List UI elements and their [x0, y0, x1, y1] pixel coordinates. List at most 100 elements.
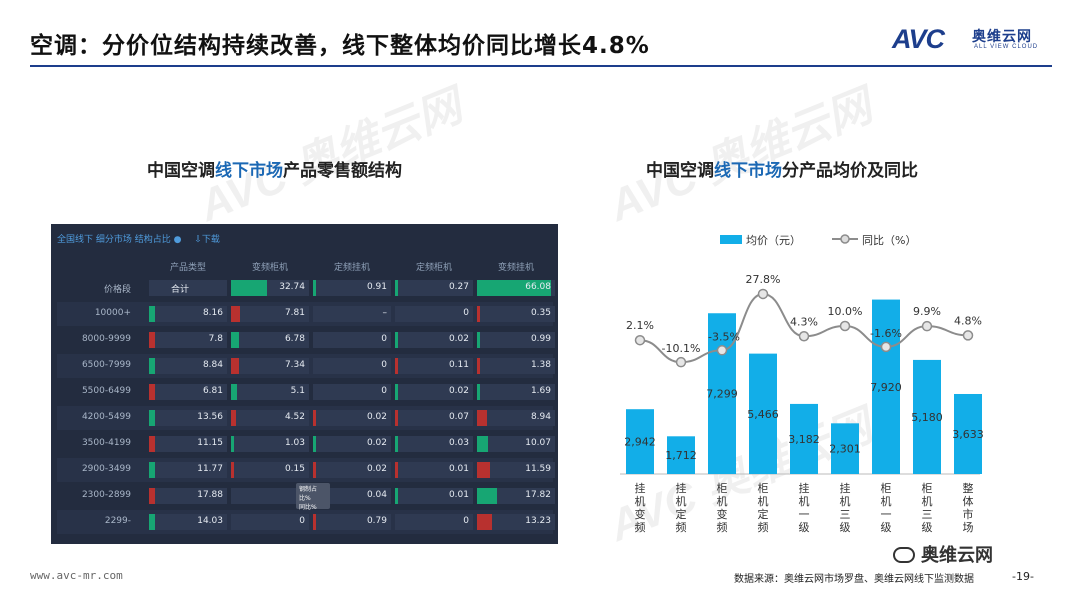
cell-value: 0.02: [366, 438, 387, 448]
category-label: 场: [963, 520, 974, 534]
category-label: 市: [963, 507, 974, 521]
table-cell: 0: [313, 358, 391, 374]
category-label: 柜: [758, 482, 769, 495]
price-segment-label: 6500-7999: [81, 360, 131, 370]
table-cell: 17.88: [149, 488, 227, 504]
table-cell: 0.02: [395, 332, 473, 348]
share-bar: [149, 436, 155, 452]
share-bar: [231, 462, 234, 478]
bar-value-label: 5,180: [911, 411, 943, 424]
table-cell: 0.02: [313, 462, 391, 478]
logo-avc-text: AVC: [892, 24, 945, 54]
table-cell: 0.79: [313, 514, 391, 530]
cell-value: 13.23: [525, 516, 551, 526]
table-cell: 0.27: [395, 280, 473, 296]
price-segment-label: 5500-6499: [81, 386, 131, 396]
share-bar: [477, 436, 488, 452]
column-header[interactable]: 变频挂机: [497, 263, 534, 273]
table-cell: 1.03: [231, 436, 309, 452]
category-label: 体: [963, 494, 974, 508]
table-cell: 0: [313, 332, 391, 348]
column-header[interactable]: 定频挂机: [333, 263, 370, 273]
share-bar: [149, 358, 155, 374]
yoy-point: [921, 320, 933, 332]
cell-value: 7.81: [284, 308, 305, 318]
table-cell: 11.77: [149, 462, 227, 478]
bar-value-label: 3,633: [952, 428, 984, 441]
category-label: 一: [881, 508, 892, 521]
price-segment-label: 4200-5499: [81, 412, 131, 422]
share-bar: [477, 358, 480, 374]
column-header[interactable]: 变频柜机: [251, 263, 288, 273]
category-label: 挂: [840, 481, 851, 495]
cell-value: 0.99: [530, 334, 551, 344]
yoy-label: 10.0%: [828, 305, 863, 318]
price-segment-label: 2900-3499: [81, 464, 131, 474]
cell-value: 0.01: [448, 464, 469, 474]
cell-value: 8.84: [202, 360, 223, 370]
yoy-label: -3.5%: [708, 330, 740, 343]
category-label: 频: [717, 520, 728, 534]
price-segment-label: 2299-: [104, 516, 131, 526]
table-cell: 7.81: [231, 306, 309, 322]
cell-value: 5.1: [290, 386, 305, 396]
table-row: 4200-5499 13.56 4.52 0.02 0.07 8.94: [57, 406, 555, 430]
table-cell: 0.02: [395, 384, 473, 400]
info-icon[interactable]: ●: [173, 235, 182, 245]
cell-value: 1.69: [530, 386, 551, 396]
wechat-icon: [893, 547, 915, 563]
cell-value: 合计: [171, 285, 190, 295]
category-label: 三: [840, 508, 851, 521]
share-bar: [395, 384, 398, 400]
price-segment-label: 2300-2899: [81, 490, 131, 500]
footer-url: www.avc-mr.com: [30, 569, 123, 582]
bar: [626, 409, 654, 474]
table-row: 8000-9999 7.8 6.78 0 0.02 0.99: [57, 328, 555, 352]
table-row: 2299- 14.03 0 0.79 0 13.23: [57, 510, 555, 534]
table-cell: 7.8: [149, 332, 227, 348]
table-cell: 0.11: [395, 358, 473, 374]
share-bar: [395, 488, 398, 504]
yoy-point: [839, 320, 851, 332]
cell-value: 11.15: [197, 438, 223, 448]
share-bar: [149, 410, 155, 426]
column-header[interactable]: 产品类型: [169, 263, 206, 273]
share-bar: [149, 384, 155, 400]
share-bar: [395, 436, 398, 452]
share-bar: [477, 332, 480, 348]
cell-value: 0.07: [448, 412, 469, 422]
table-cell: 7.34: [231, 358, 309, 374]
table-cell: 14.03: [149, 514, 227, 530]
yoy-label: 27.8%: [746, 273, 781, 286]
cell-value: 17.88: [197, 490, 223, 500]
cell-value: 0: [299, 516, 305, 526]
cell-value: 1.38: [530, 360, 551, 370]
share-bar: [149, 488, 155, 504]
page-number: -19-: [1012, 570, 1034, 583]
table-cell: 8.16: [149, 306, 227, 322]
download-link[interactable]: ⇩下载: [194, 235, 220, 245]
table-cell: 0: [313, 384, 391, 400]
price-segment-label: 8000-9999: [81, 334, 131, 344]
table-cell: 0.15: [231, 462, 309, 478]
share-bar: [395, 332, 398, 348]
category-label: 变: [635, 507, 646, 521]
yoy-point: [757, 288, 769, 300]
avc-logo: AVC 奥维云网 ALL VIEW CLOUD: [892, 24, 1052, 56]
share-bar: [231, 384, 237, 400]
price-segment-label: 3500-4199: [81, 438, 131, 448]
data-source: 数据来源：奥维云网市场罗盘、奥维云网线下监测数据: [734, 574, 974, 585]
category-label: 挂: [799, 481, 810, 495]
column-header[interactable]: 定频柜机: [415, 263, 452, 273]
category-label: 整: [963, 481, 974, 495]
bar: [831, 423, 859, 474]
yoy-point: [962, 330, 974, 341]
dashboard-header: 全国线下 细分市场 结构占比 ● ⇩下载: [57, 232, 220, 245]
table-cell: 13.56: [149, 410, 227, 426]
yoy-point: [716, 345, 728, 356]
legend-swatch-bar: [720, 235, 742, 244]
cell-value: 0.03: [448, 438, 469, 448]
cell-value: 0.79: [366, 516, 387, 526]
legend-label: 均价（元）: [746, 234, 801, 247]
yoy-label: 9.9%: [913, 305, 941, 318]
